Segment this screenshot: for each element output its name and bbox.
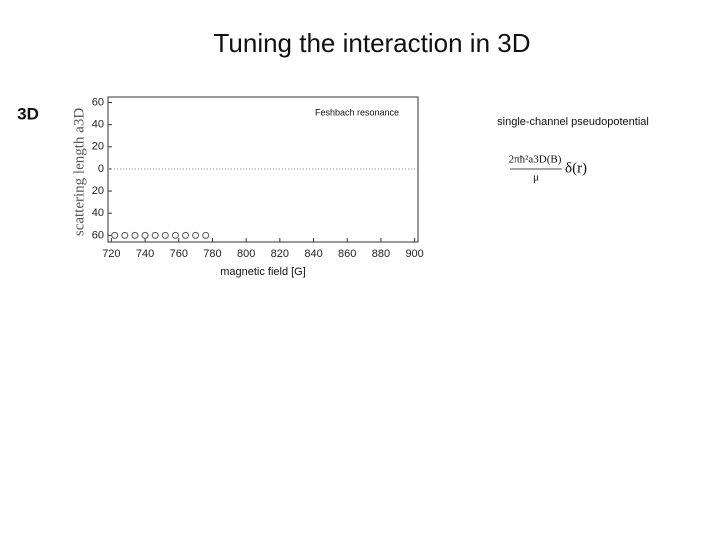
formula-numerator: 2πħ²a3D(B)	[509, 154, 562, 166]
y-tick-label: 60	[92, 229, 104, 241]
data-point	[151, 231, 159, 239]
data-point	[121, 231, 129, 239]
data-point	[192, 231, 200, 239]
side-heading: single-channel pseudopotential	[497, 116, 649, 128]
chart: Feshbach resonance magnetic field [G] sc…	[71, 96, 423, 277]
formula-factor: δ(r)	[565, 160, 587, 176]
slide-label: 3D	[17, 104, 39, 123]
x-tick-label: 860	[338, 248, 356, 260]
annotation: Feshbach resonance	[315, 107, 399, 117]
data-point	[111, 231, 119, 239]
x-tick-label: 880	[372, 248, 390, 260]
x-tick-label: 780	[203, 248, 221, 260]
plot-frame	[107, 96, 419, 243]
x-tick-label: 760	[170, 248, 188, 260]
data-point	[141, 231, 149, 239]
data-point	[131, 231, 139, 239]
y-tick-label: 60	[92, 96, 104, 108]
x-tick-label: 900	[405, 248, 423, 260]
data-point	[171, 231, 179, 239]
formula-denominator: μ	[533, 172, 539, 184]
x-tick-label: 740	[136, 248, 154, 260]
y-tick-label: 0	[98, 163, 104, 175]
slide-title: Tuning the interaction in 3D	[213, 28, 530, 58]
x-tick-label: 840	[304, 248, 322, 260]
y-axis-label: scattering length a3D	[71, 108, 87, 236]
x-axis-label: magnetic field [G]	[220, 266, 306, 278]
data-point	[202, 231, 210, 239]
y-tick-label: 40	[92, 119, 104, 131]
x-tick-label: 800	[237, 248, 255, 260]
data-point	[182, 231, 189, 239]
x-tick-label: 720	[102, 248, 120, 260]
data-point	[161, 231, 169, 239]
y-tick-label: 40	[92, 207, 104, 219]
y-tick-label: 20	[92, 185, 104, 197]
x-tick-label: 820	[271, 248, 289, 260]
y-tick-label: 20	[92, 141, 104, 153]
